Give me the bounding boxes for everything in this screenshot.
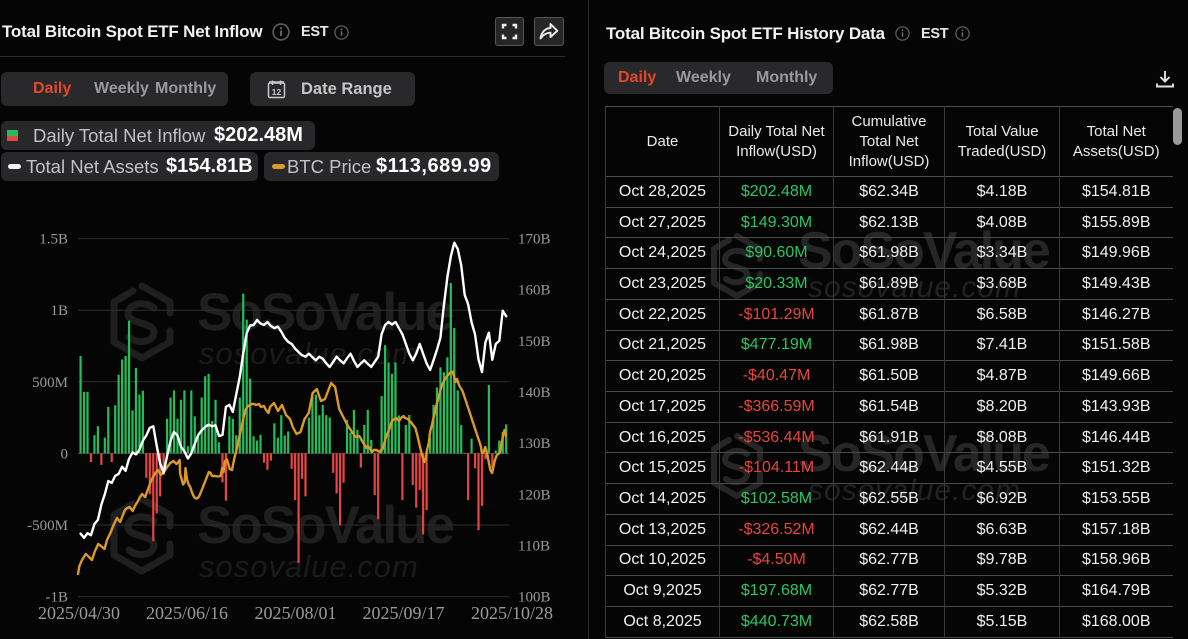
- svg-text:0: 0: [61, 446, 69, 462]
- svg-text:170B: 170B: [518, 232, 551, 248]
- svg-text:2025/04/30: 2025/04/30: [38, 603, 120, 623]
- svg-text:2025/08/01: 2025/08/01: [254, 603, 336, 623]
- svg-text:2025/09/17: 2025/09/17: [362, 603, 444, 623]
- svg-text:500M: 500M: [32, 375, 68, 391]
- svg-text:2025/06/16: 2025/06/16: [146, 603, 228, 623]
- svg-text:140B: 140B: [518, 385, 551, 401]
- svg-text:2025/10/28: 2025/10/28: [471, 603, 553, 623]
- svg-text:110B: 110B: [518, 538, 550, 554]
- svg-text:120B: 120B: [518, 487, 551, 503]
- svg-text:-500M: -500M: [27, 518, 68, 534]
- svg-text:-1B: -1B: [46, 590, 69, 606]
- svg-text:150B: 150B: [518, 334, 551, 350]
- svg-text:12: 12: [272, 87, 282, 97]
- svg-text:1.5B: 1.5B: [39, 232, 68, 248]
- svg-text:160B: 160B: [518, 283, 551, 299]
- svg-text:1B: 1B: [50, 303, 68, 319]
- svg-text:130B: 130B: [518, 436, 551, 452]
- svg-text:SoSoValue: SoSoValue: [197, 283, 453, 342]
- svg-text:sosovalue.com: sosovalue.com: [199, 549, 419, 584]
- svg-text:100B: 100B: [518, 590, 551, 606]
